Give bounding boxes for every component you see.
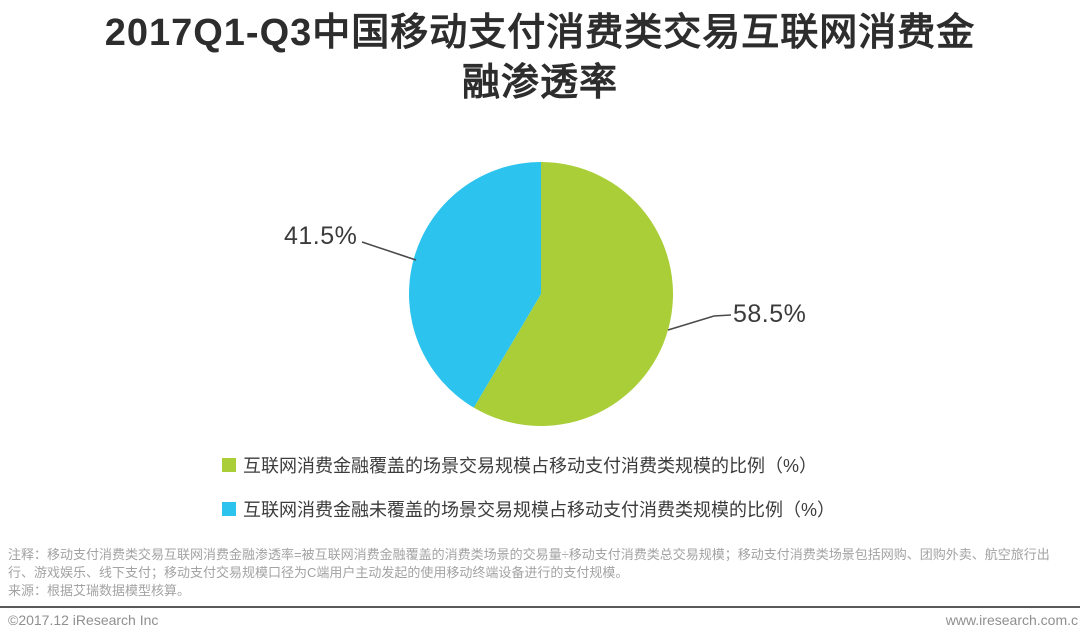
legend-swatch-blue (222, 502, 236, 516)
pie-value-label-green: 58.5% (733, 300, 807, 328)
pie-slice (408, 162, 541, 408)
legend: 互联网消费金融覆盖的场景交易规模占移动支付消费类规模的比例（%） 互联网消费金融… (222, 452, 835, 540)
legend-label: 互联网消费金融覆盖的场景交易规模占移动支付消费类规模的比例（%） (243, 456, 818, 476)
footer-divider (0, 606, 1080, 608)
legend-swatch-green (222, 458, 236, 472)
annotation-text: 注释：移动支付消费类交易互联网消费金融渗透率=被互联网消费金融覆盖的消费类场景的… (8, 547, 1050, 580)
source-text: 来源：根据艾瑞数据模型核算。 (8, 583, 191, 598)
pie-value-label-blue: 41.5% (284, 222, 358, 250)
legend-label: 互联网消费金融未覆盖的场景交易规模占移动支付消费类规模的比例（%） (243, 500, 836, 520)
chart-title: 2017Q1-Q3中国移动支付消费类交易互联网消费金融渗透率 (104, 12, 976, 104)
leader-line-right (667, 314, 732, 331)
notes-block: 注释：移动支付消费类交易互联网消费金融渗透率=被互联网消费金融覆盖的消费类场景的… (8, 546, 1074, 600)
legend-item: 互联网消费金融覆盖的场景交易规模占移动支付消费类规模的比例（%） (222, 452, 835, 478)
pie-slice (473, 162, 673, 426)
leader-line-left (361, 241, 417, 261)
legend-item: 互联网消费金融未覆盖的场景交易规模占移动支付消费类规模的比例（%） (222, 496, 835, 522)
footer-copyright: ©2017.12 iResearch Inc (8, 612, 159, 628)
pie-slices (408, 162, 673, 426)
footer-website: www.iresearch.com.c (945, 612, 1078, 628)
